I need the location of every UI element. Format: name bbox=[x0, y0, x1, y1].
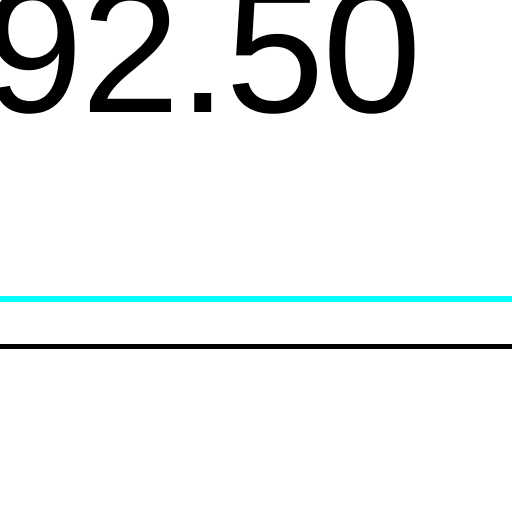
cyan-underline bbox=[0, 296, 512, 302]
black-divider bbox=[0, 344, 512, 349]
amount-value: 92.50 bbox=[0, 0, 421, 150]
